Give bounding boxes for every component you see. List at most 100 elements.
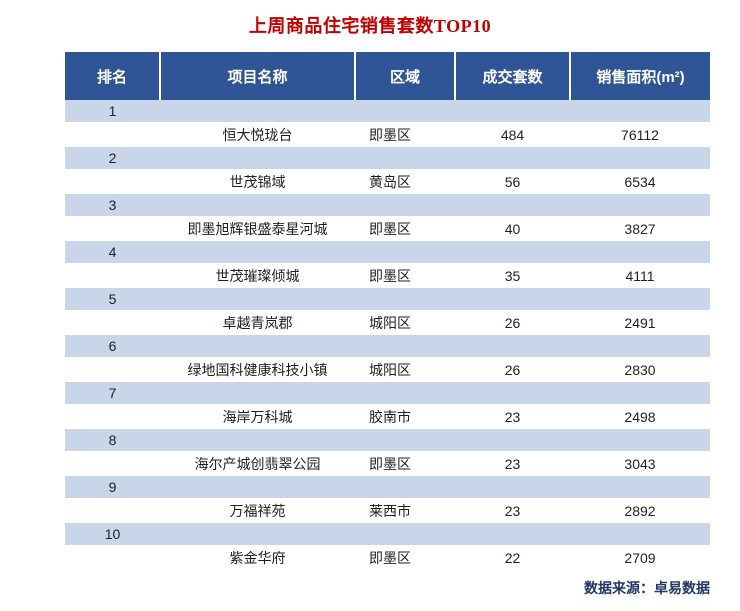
detail-row: 海尔产城创翡翠公园 即墨区 23 3043 — [65, 451, 710, 476]
page-title: 上周商品住宅销售套数TOP10 — [248, 16, 492, 36]
rank-band-row: 2 — [65, 147, 710, 169]
units-cell: 23 — [455, 404, 570, 429]
units-cell: 56 — [455, 169, 570, 194]
col-header-rank: 排名 — [65, 52, 161, 100]
region-cell: 即墨区 — [355, 451, 455, 476]
rank-band-row: 5 — [65, 288, 710, 310]
area-cell: 3827 — [570, 216, 710, 241]
rank-band-spacer — [160, 100, 710, 122]
rank-spacer-cell — [65, 357, 160, 382]
region-cell: 城阳区 — [355, 310, 455, 335]
region-cell: 莱西市 — [355, 498, 455, 523]
project-name-cell: 海岸万科城 — [160, 404, 355, 429]
rank-band-row: 7 — [65, 382, 710, 404]
rank-band-row: 3 — [65, 194, 710, 216]
units-cell: 26 — [455, 310, 570, 335]
detail-row: 万福祥苑 莱西市 23 2892 — [65, 498, 710, 523]
region-cell: 即墨区 — [355, 216, 455, 241]
rank-spacer-cell — [65, 169, 160, 194]
units-cell: 23 — [455, 498, 570, 523]
rank-band-row: 10 — [65, 523, 710, 545]
detail-row: 恒大悦珑台 即墨区 484 76112 — [65, 122, 710, 147]
area-cell: 4111 — [570, 263, 710, 288]
rank-cell: 4 — [65, 241, 160, 263]
area-cell: 2498 — [570, 404, 710, 429]
rank-spacer-cell — [65, 404, 160, 429]
project-name-cell: 紫金华府 — [160, 545, 355, 570]
rank-band-spacer — [160, 241, 710, 263]
rank-band-spacer — [160, 335, 710, 357]
col-header-region: 区域 — [355, 52, 456, 100]
region-cell: 即墨区 — [355, 263, 455, 288]
area-cell: 3043 — [570, 451, 710, 476]
area-cell: 2491 — [570, 310, 710, 335]
area-cell: 76112 — [570, 122, 710, 147]
detail-row: 世茂锦域 黄岛区 56 6534 — [65, 169, 710, 194]
rank-spacer-cell — [65, 545, 160, 570]
sales-table: 排名 项目名称 区域 成交套数 销售面积(m²) 1 恒大悦珑台 即墨区 484 761… — [65, 52, 710, 570]
detail-row: 紫金华府 即墨区 22 2709 — [65, 545, 710, 570]
rank-spacer-cell — [65, 122, 160, 147]
region-cell: 黄岛区 — [355, 169, 455, 194]
rank-spacer-cell — [65, 216, 160, 241]
rank-cell: 5 — [65, 288, 160, 310]
region-cell: 城阳区 — [355, 357, 455, 382]
area-cell: 6534 — [570, 169, 710, 194]
detail-row: 绿地国科健康科技小镇 城阳区 26 2830 — [65, 357, 710, 382]
rank-spacer-cell — [65, 310, 160, 335]
rank-cell: 9 — [65, 476, 160, 498]
col-header-area: 销售面积(m²) — [570, 52, 710, 100]
rank-spacer-cell — [65, 451, 160, 476]
rank-band-spacer — [160, 147, 710, 169]
project-name-cell: 绿地国科健康科技小镇 — [160, 357, 355, 382]
rank-band-row: 8 — [65, 429, 710, 451]
area-cell: 2892 — [570, 498, 710, 523]
rank-band-row: 4 — [65, 241, 710, 263]
units-cell: 484 — [455, 122, 570, 147]
project-name-cell: 万福祥苑 — [160, 498, 355, 523]
detail-row: 即墨旭辉银盛泰星河城 即墨区 40 3827 — [65, 216, 710, 241]
rank-band-row: 9 — [65, 476, 710, 498]
rank-spacer-cell — [65, 498, 160, 523]
units-cell: 35 — [455, 263, 570, 288]
region-cell: 即墨区 — [355, 545, 455, 570]
detail-row: 世茂璀璨倾城 即墨区 35 4111 — [65, 263, 710, 288]
units-cell: 40 — [455, 216, 570, 241]
project-name-cell: 卓越青岚郡 — [160, 310, 355, 335]
detail-row: 海岸万科城 胶南市 23 2498 — [65, 404, 710, 429]
project-name-cell: 海尔产城创翡翠公园 — [160, 451, 355, 476]
region-cell: 即墨区 — [355, 122, 455, 147]
rank-cell: 6 — [65, 335, 160, 357]
rank-cell: 3 — [65, 194, 160, 216]
project-name-cell: 恒大悦珑台 — [160, 122, 355, 147]
table-body: 1 恒大悦珑台 即墨区 484 76112 2 世茂锦域 黄岛区 56 6534 3 即墨旭辉银盛泰星… — [65, 100, 710, 570]
rank-cell: 1 — [65, 100, 160, 122]
units-cell: 23 — [455, 451, 570, 476]
project-name-cell: 即墨旭辉银盛泰星河城 — [160, 216, 355, 241]
detail-row: 卓越青岚郡 城阳区 26 2491 — [65, 310, 710, 335]
project-name-cell: 世茂璀璨倾城 — [160, 263, 355, 288]
data-source-note: 数据来源：卓易数据 — [584, 580, 710, 596]
rank-band-spacer — [160, 476, 710, 498]
rank-band-spacer — [160, 382, 710, 404]
col-header-name: 项目名称 — [160, 52, 356, 100]
rank-band-row: 1 — [65, 100, 710, 122]
header-row: 排名 项目名称 区域 成交套数 销售面积(m²) — [65, 52, 710, 100]
rank-band-spacer — [160, 288, 710, 310]
rank-band-spacer — [160, 194, 710, 216]
rank-cell: 7 — [65, 382, 160, 404]
project-name-cell: 世茂锦域 — [160, 169, 355, 194]
units-cell: 22 — [455, 545, 570, 570]
rank-band-row: 6 — [65, 335, 710, 357]
rank-band-spacer — [160, 429, 710, 451]
rank-cell: 8 — [65, 429, 160, 451]
region-cell: 胶南市 — [355, 404, 455, 429]
col-header-units: 成交套数 — [455, 52, 571, 100]
units-cell: 26 — [455, 357, 570, 382]
rank-band-spacer — [160, 523, 710, 545]
rank-spacer-cell — [65, 263, 160, 288]
area-cell: 2830 — [570, 357, 710, 382]
rank-cell: 2 — [65, 147, 160, 169]
area-cell: 2709 — [570, 545, 710, 570]
